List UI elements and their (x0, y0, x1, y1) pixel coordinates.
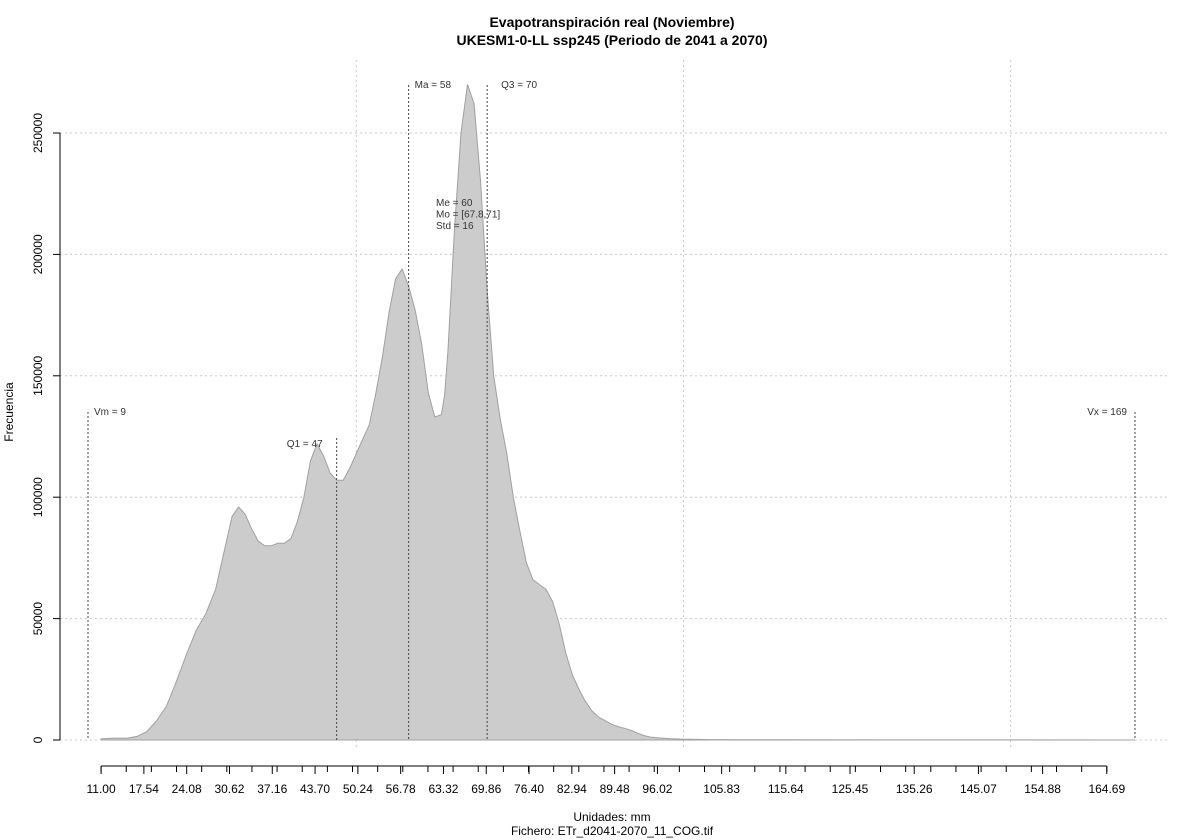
plot-area (100, 84, 1136, 741)
x-tick-label: 56.78 (386, 782, 416, 796)
marker-label-ma: Ma = 58 (415, 80, 452, 91)
stat-label: Me = 60 (436, 198, 473, 209)
y-tick-label: 0 (31, 736, 45, 743)
x-tick-label: 11.00 (87, 782, 116, 796)
x-tick-label: 37.16 (257, 782, 287, 796)
x-tick-label: 96.02 (642, 782, 672, 796)
x-tick-label: 69.86 (471, 782, 501, 796)
frequency-area (100, 84, 1136, 741)
x-axis: 11.00 17.54 24.08 30.62 37.16 43.70 50.24 56.78… (87, 765, 1125, 796)
y-axis: 0 50000 100000 150000 200000 250000 (31, 113, 61, 743)
x-tick-label: 125.45 (832, 782, 869, 796)
marker-label-vx: Vx = 169 (1087, 407, 1127, 418)
x-tick-label: 17.54 (129, 782, 159, 796)
marker-label-vm: Vm = 9 (94, 407, 126, 418)
x-tick-label: 164.69 (1088, 782, 1125, 796)
y-tick-label: 250000 (31, 113, 45, 153)
statistic-markers: Vm = 9 Q1 = 47 Ma = 58 Q3 = 70 Vx = 169 (87, 80, 1136, 740)
y-tick-label: 200000 (31, 234, 45, 274)
y-tick-label: 150000 (31, 355, 45, 395)
x-tick-label: 145.07 (960, 782, 997, 796)
stat-label: Mo = [67.8,71] (436, 210, 500, 221)
x-tick-label: 50.24 (343, 782, 373, 796)
x-tick-label: 76.40 (514, 782, 544, 796)
chart-subtitle: UKESM1-0-LL ssp245 (Periodo de 2041 a 20… (457, 32, 768, 48)
y-tick-label: 50000 (31, 602, 45, 636)
y-axis-label: Frecuencia (2, 382, 16, 442)
x-tick-label: 105.83 (703, 782, 740, 796)
x-axis-label: Unidades: mm (573, 810, 650, 824)
x-tick-label: 82.94 (557, 782, 587, 796)
x-tick-label: 30.62 (214, 782, 244, 796)
stat-label: Std = 16 (436, 221, 474, 232)
x-tick-label: 43.70 (300, 782, 330, 796)
x-tick-label: 135.26 (896, 782, 933, 796)
x-tick-label: 63.32 (428, 782, 458, 796)
chart-title: Evapotranspiración real (Noviembre) (489, 14, 734, 30)
marker-label-q3: Q3 = 70 (501, 80, 537, 91)
file-caption: Fichero: ETr_d2041-2070_11_COG.tif (511, 824, 714, 838)
marker-label-q1: Q1 = 47 (287, 439, 323, 450)
x-tick-label: 115.64 (768, 782, 804, 796)
x-tick-label: 89.48 (600, 782, 630, 796)
y-tick-label: 100000 (31, 477, 45, 517)
x-tick-label: 24.08 (172, 782, 202, 796)
x-tick-label: 154.88 (1024, 782, 1061, 796)
